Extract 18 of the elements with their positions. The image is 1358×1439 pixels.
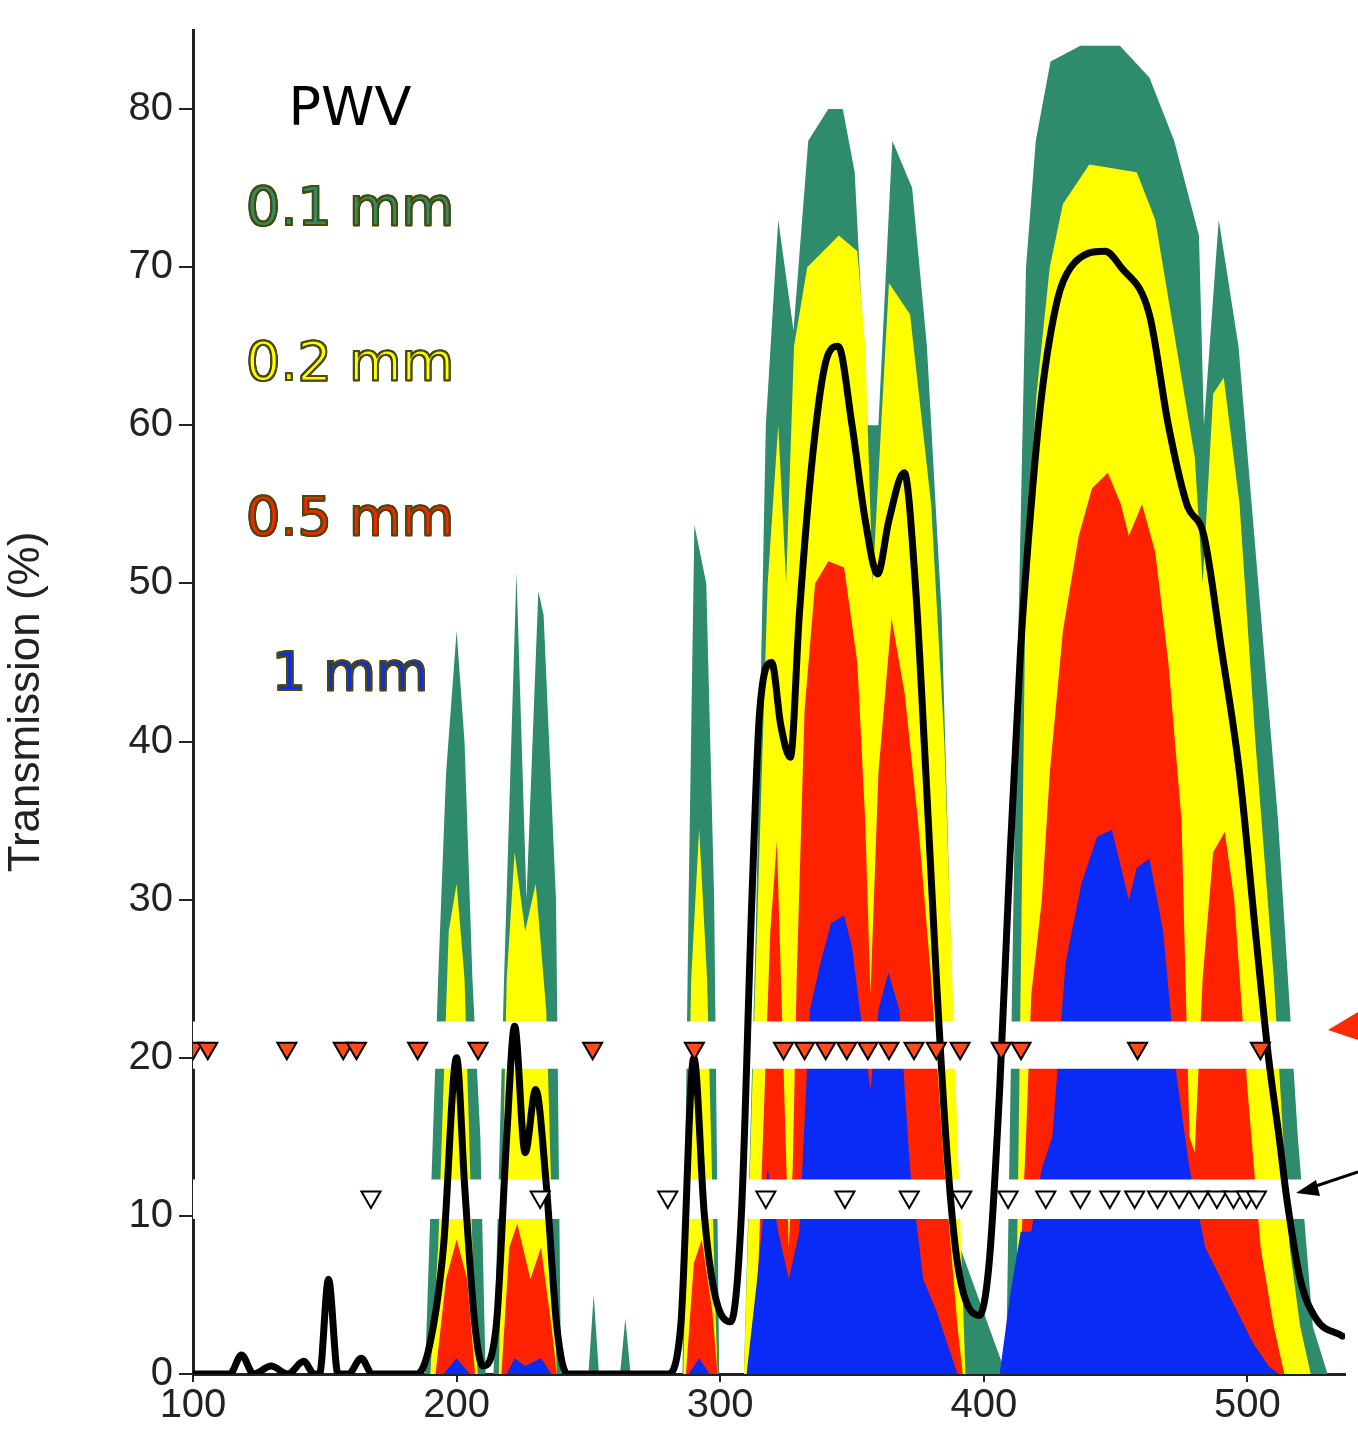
text: 0.2 mm (245, 330, 455, 393)
y-tick-label: 80 (128, 84, 173, 129)
y-tick-label: 70 (128, 242, 173, 287)
y-tick-label: 10 (128, 1190, 173, 1235)
x-tick-label: 400 (950, 1381, 1018, 1426)
y-tick-label: 40 (128, 716, 173, 761)
legend-title: PWV (287, 75, 413, 140)
text: 0.5 mm (245, 485, 455, 548)
y-tick-label: 50 (128, 558, 173, 603)
y-tick-label: 20 (128, 1032, 173, 1077)
text: 1 mm (271, 640, 429, 703)
y-axis-title: Transmission (%) (0, 531, 48, 873)
x-tick-label: 500 (1214, 1381, 1281, 1426)
text: 0.1 mm (245, 175, 455, 238)
x-tick-label: 300 (686, 1381, 754, 1426)
x-tick-label: 200 (423, 1381, 490, 1426)
y-tick-label: 60 (128, 400, 173, 445)
y-tick-label: 30 (128, 874, 173, 919)
